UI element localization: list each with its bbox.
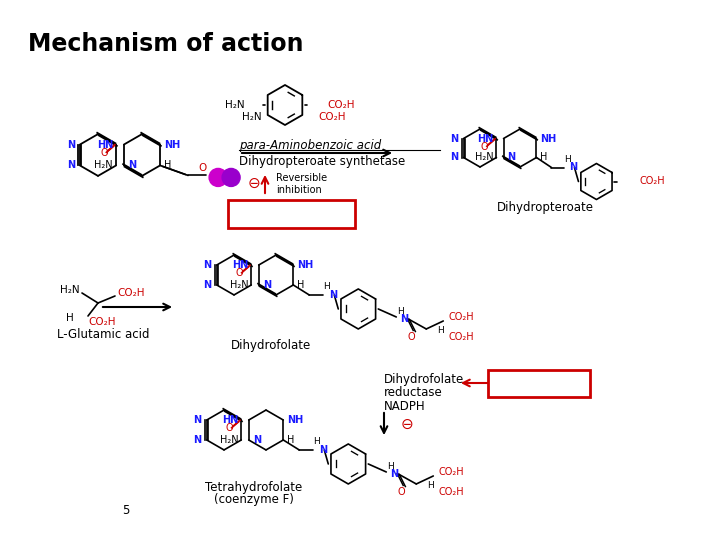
Text: reductase: reductase <box>384 387 443 400</box>
Text: Dihydrofolate: Dihydrofolate <box>231 339 311 352</box>
Text: Sulfonamides: Sulfonamides <box>247 206 341 220</box>
Text: H₂N: H₂N <box>474 152 493 163</box>
Text: H: H <box>437 327 444 335</box>
Text: H₂N: H₂N <box>225 100 245 110</box>
Text: O: O <box>235 268 243 278</box>
Bar <box>488 370 590 397</box>
Text: NH: NH <box>164 139 180 150</box>
Text: NADPH: NADPH <box>384 400 426 413</box>
Text: N: N <box>67 160 75 171</box>
Text: N: N <box>451 152 459 163</box>
Text: O: O <box>100 147 108 158</box>
Text: H: H <box>313 437 320 447</box>
Text: N: N <box>194 415 202 425</box>
Text: N: N <box>263 280 271 290</box>
Text: H₂N: H₂N <box>230 280 248 290</box>
Text: H₂N: H₂N <box>60 285 80 295</box>
Text: Tetrahydrofolate: Tetrahydrofolate <box>205 481 302 494</box>
Text: H: H <box>66 313 74 323</box>
Text: Reversible: Reversible <box>276 173 327 183</box>
Text: CO₂H: CO₂H <box>438 467 464 477</box>
Text: CO₂H: CO₂H <box>318 112 346 122</box>
Text: N: N <box>67 139 75 150</box>
Text: CO₂H: CO₂H <box>639 177 665 186</box>
Circle shape <box>209 168 227 186</box>
Text: NH: NH <box>541 133 557 144</box>
Text: O: O <box>481 141 488 152</box>
Text: CO₂H: CO₂H <box>449 332 474 342</box>
Text: HN: HN <box>477 133 493 144</box>
Text: O: O <box>408 332 415 342</box>
Text: N: N <box>570 163 577 172</box>
Text: (coenzyme F): (coenzyme F) <box>214 494 294 507</box>
Text: L-Glutamic acid: L-Glutamic acid <box>57 328 150 341</box>
Text: H: H <box>164 160 171 171</box>
Text: N: N <box>128 160 136 171</box>
Text: H₂N: H₂N <box>242 112 261 122</box>
Text: H: H <box>541 152 548 163</box>
Text: N: N <box>319 445 328 455</box>
Text: N: N <box>451 133 459 144</box>
Text: N: N <box>204 280 212 290</box>
Text: CO₂H: CO₂H <box>438 487 464 497</box>
Text: CO₂H: CO₂H <box>88 317 115 327</box>
Circle shape <box>222 168 240 186</box>
Text: N: N <box>194 435 202 445</box>
Text: HN: HN <box>232 260 248 270</box>
Text: CO₂H: CO₂H <box>117 288 145 298</box>
Text: O: O <box>225 423 233 433</box>
Bar <box>228 200 355 228</box>
Text: N: N <box>253 435 261 445</box>
Text: N: N <box>508 152 516 163</box>
Text: N: N <box>204 260 212 270</box>
Text: N: N <box>390 469 398 479</box>
Text: NH: NH <box>287 415 304 425</box>
Text: 5: 5 <box>122 503 130 516</box>
Text: N: N <box>400 314 408 324</box>
Text: CO₂H: CO₂H <box>449 312 474 322</box>
Text: Dihydropteroate synthetase: Dihydropteroate synthetase <box>239 154 405 167</box>
Text: CO₂H: CO₂H <box>327 100 354 110</box>
Text: H: H <box>323 282 330 292</box>
Text: HN: HN <box>97 139 113 150</box>
Text: H₂N: H₂N <box>94 160 113 171</box>
Text: inhibition: inhibition <box>276 185 322 195</box>
Text: Mechanism of action: Mechanism of action <box>28 32 304 56</box>
Text: N: N <box>329 290 338 300</box>
Text: ⊖: ⊖ <box>400 416 413 431</box>
Text: H: H <box>287 435 294 445</box>
Text: Trimethoprim: Trimethoprim <box>490 376 582 390</box>
Text: HN: HN <box>222 415 238 425</box>
Text: para-Aminobenzoic acid: para-Aminobenzoic acid <box>239 138 382 152</box>
Text: H: H <box>297 280 305 290</box>
Text: ⊖: ⊖ <box>248 176 261 191</box>
Text: H: H <box>387 462 394 471</box>
Text: H: H <box>427 482 433 490</box>
Text: H: H <box>564 155 571 164</box>
Text: H: H <box>397 307 404 316</box>
Text: Dihydropteroate: Dihydropteroate <box>497 201 593 214</box>
Text: O: O <box>198 164 206 173</box>
Text: H₂N: H₂N <box>220 435 238 445</box>
Text: O: O <box>397 487 405 497</box>
Text: Dihydrofolate: Dihydrofolate <box>384 374 464 387</box>
Text: NH: NH <box>297 260 313 270</box>
